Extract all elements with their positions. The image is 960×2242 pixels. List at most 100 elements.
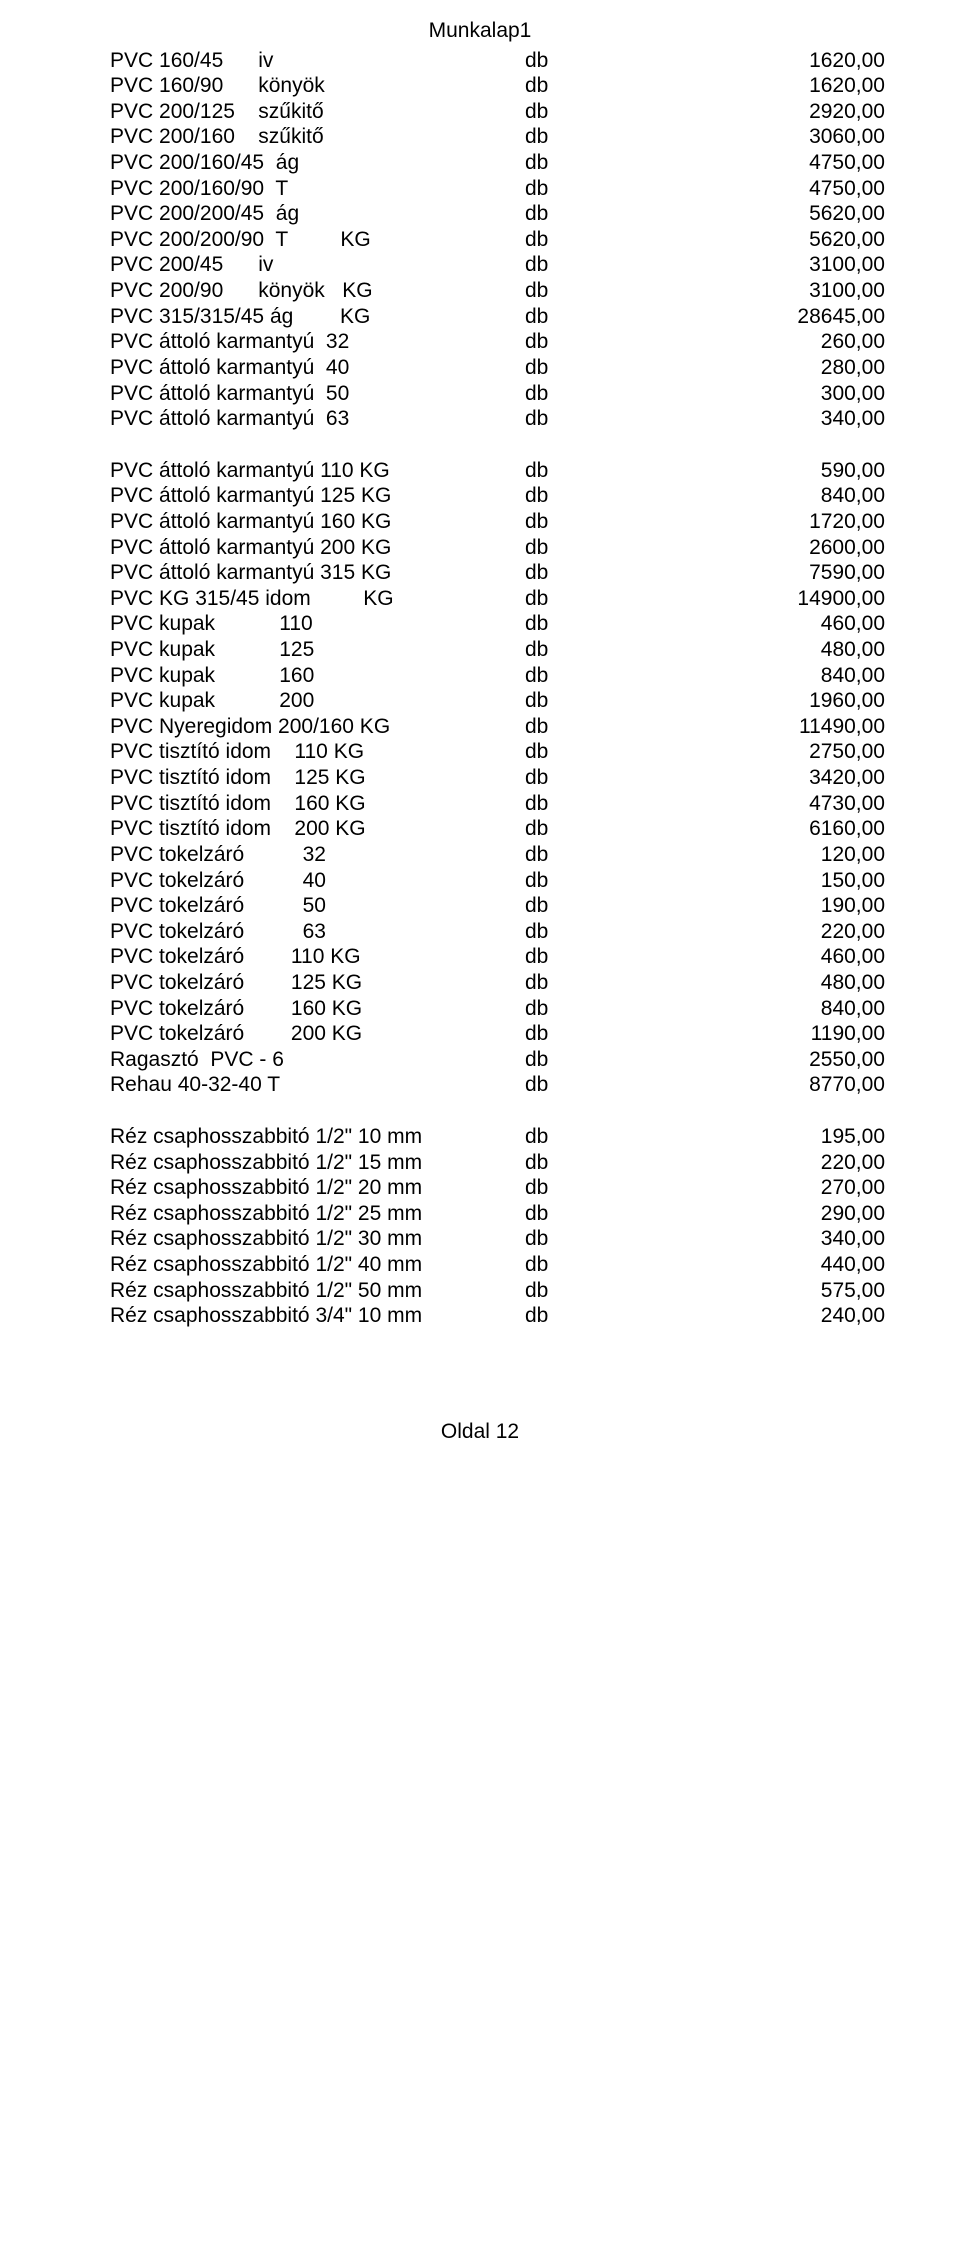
item-unit: db (525, 304, 575, 330)
table-row: PVC áttoló karmantyú 160 KGdb1720,00 (110, 509, 900, 535)
item-price: 480,00 (575, 970, 900, 996)
item-description: PVC 200/160/45 ág (110, 150, 525, 176)
item-unit: db (525, 458, 575, 484)
item-description: PVC áttoló karmantyú 315 KG (110, 560, 525, 586)
item-description: PVC 200/200/45 ág (110, 201, 525, 227)
table-row: PVC 200/160/45 ágdb4750,00 (110, 150, 900, 176)
item-price: 280,00 (575, 355, 900, 381)
item-unit: db (525, 150, 575, 176)
item-price: 340,00 (575, 406, 900, 432)
item-description: PVC 200/160/90 T (110, 176, 525, 202)
item-price: 460,00 (575, 944, 900, 970)
item-unit: db (525, 868, 575, 894)
item-price: 260,00 (575, 329, 900, 355)
table-row: PVC tisztító idom 200 KGdb6160,00 (110, 816, 900, 842)
item-description: PVC 200/45 iv (110, 252, 525, 278)
item-unit: db (525, 1175, 575, 1201)
item-description: PVC áttoló karmantyú 125 KG (110, 483, 525, 509)
item-price: 590,00 (575, 458, 900, 484)
item-price: 480,00 (575, 637, 900, 663)
item-price: 11490,00 (575, 714, 900, 740)
item-unit: db (525, 765, 575, 791)
item-price: 840,00 (575, 996, 900, 1022)
item-unit: db (525, 1226, 575, 1252)
table-row: Réz csaphosszabbitó 1/2" 10 mmdb195,00 (110, 1124, 900, 1150)
item-price: 6160,00 (575, 816, 900, 842)
table-row: PVC tokelzáró 125 KGdb480,00 (110, 970, 900, 996)
item-description: Réz csaphosszabbitó 1/2" 50 mm (110, 1278, 525, 1304)
item-unit: db (525, 842, 575, 868)
item-description: Rehau 40-32-40 T (110, 1072, 525, 1098)
item-description: PVC 160/90 könyök (110, 73, 525, 99)
item-description: PVC tokelzáró 125 KG (110, 970, 525, 996)
item-unit: db (525, 586, 575, 612)
item-price: 3100,00 (575, 252, 900, 278)
item-unit: db (525, 381, 575, 407)
item-unit: db (525, 227, 575, 253)
item-unit: db (525, 252, 575, 278)
item-unit: db (525, 406, 575, 432)
item-unit: db (525, 73, 575, 99)
table-row: PVC kupak 160db840,00 (110, 663, 900, 689)
item-unit: db (525, 1047, 575, 1073)
table-row: PVC 200/90 könyök KGdb3100,00 (110, 278, 900, 304)
item-price: 8770,00 (575, 1072, 900, 1098)
item-unit: db (525, 996, 575, 1022)
item-price: 150,00 (575, 868, 900, 894)
table-row: PVC 200/125 szűkitődb2920,00 (110, 99, 900, 125)
table-row: PVC 160/45 ivdb1620,00 (110, 48, 900, 74)
table-row: PVC tokelzáró 32db120,00 (110, 842, 900, 868)
item-price: 1620,00 (575, 73, 900, 99)
item-description: PVC tisztító idom 200 KG (110, 816, 525, 842)
item-description: PVC kupak 160 (110, 663, 525, 689)
item-price: 3420,00 (575, 765, 900, 791)
item-price: 840,00 (575, 483, 900, 509)
item-unit: db (525, 483, 575, 509)
table-row: PVC áttoló karmantyú 125 KGdb840,00 (110, 483, 900, 509)
item-price: 270,00 (575, 1175, 900, 1201)
item-description: PVC tokelzáró 63 (110, 919, 525, 945)
item-price: 14900,00 (575, 586, 900, 612)
table-row: PVC 200/45 ivdb3100,00 (110, 252, 900, 278)
item-description: Réz csaphosszabbitó 3/4" 10 mm (110, 1303, 525, 1329)
item-unit: db (525, 893, 575, 919)
table-row: PVC 200/200/45 ágdb5620,00 (110, 201, 900, 227)
item-unit: db (525, 48, 575, 74)
table-row: PVC 200/200/90 T KGdb5620,00 (110, 227, 900, 253)
item-description: PVC tokelzáró 160 KG (110, 996, 525, 1022)
table-row: PVC tisztító idom 110 KGdb2750,00 (110, 739, 900, 765)
table-row: Rehau 40-32-40 Tdb8770,00 (110, 1072, 900, 1098)
item-description: Réz csaphosszabbitó 1/2" 40 mm (110, 1252, 525, 1278)
item-price: 1960,00 (575, 688, 900, 714)
item-description: PVC tisztító idom 160 KG (110, 791, 525, 817)
item-price: 4750,00 (575, 150, 900, 176)
item-price: 3060,00 (575, 124, 900, 150)
table-row: Réz csaphosszabbitó 1/2" 15 mmdb220,00 (110, 1150, 900, 1176)
table-row: PVC 160/90 könyökdb1620,00 (110, 73, 900, 99)
page-number: Oldal 12 (60, 1419, 900, 1445)
item-description: Réz csaphosszabbitó 1/2" 30 mm (110, 1226, 525, 1252)
item-description: PVC 200/125 szűkitő (110, 99, 525, 125)
item-description: PVC 160/45 iv (110, 48, 525, 74)
item-description: PVC áttoló karmantyú 40 (110, 355, 525, 381)
item-unit: db (525, 714, 575, 740)
item-unit: db (525, 791, 575, 817)
item-price: 2600,00 (575, 535, 900, 561)
table-row: PVC áttoló karmantyú 315 KGdb7590,00 (110, 560, 900, 586)
item-price: 2920,00 (575, 99, 900, 125)
table-row: Réz csaphosszabbitó 1/2" 20 mmdb270,00 (110, 1175, 900, 1201)
table-row: PVC tokelzáró 40db150,00 (110, 868, 900, 894)
item-unit: db (525, 1150, 575, 1176)
table-row: Réz csaphosszabbitó 1/2" 40 mmdb440,00 (110, 1252, 900, 1278)
item-description: Réz csaphosszabbitó 1/2" 25 mm (110, 1201, 525, 1227)
item-unit: db (525, 919, 575, 945)
item-description: PVC 200/200/90 T KG (110, 227, 525, 253)
item-description: PVC tokelzáró 200 KG (110, 1021, 525, 1047)
item-unit: db (525, 970, 575, 996)
item-description: PVC KG 315/45 idom KG (110, 586, 525, 612)
item-unit: db (525, 944, 575, 970)
table-row: PVC 315/315/45 ág KGdb28645,00 (110, 304, 900, 330)
table-row: Réz csaphosszabbitó 3/4" 10 mmdb240,00 (110, 1303, 900, 1329)
item-unit: db (525, 1021, 575, 1047)
section-gap (110, 432, 900, 458)
